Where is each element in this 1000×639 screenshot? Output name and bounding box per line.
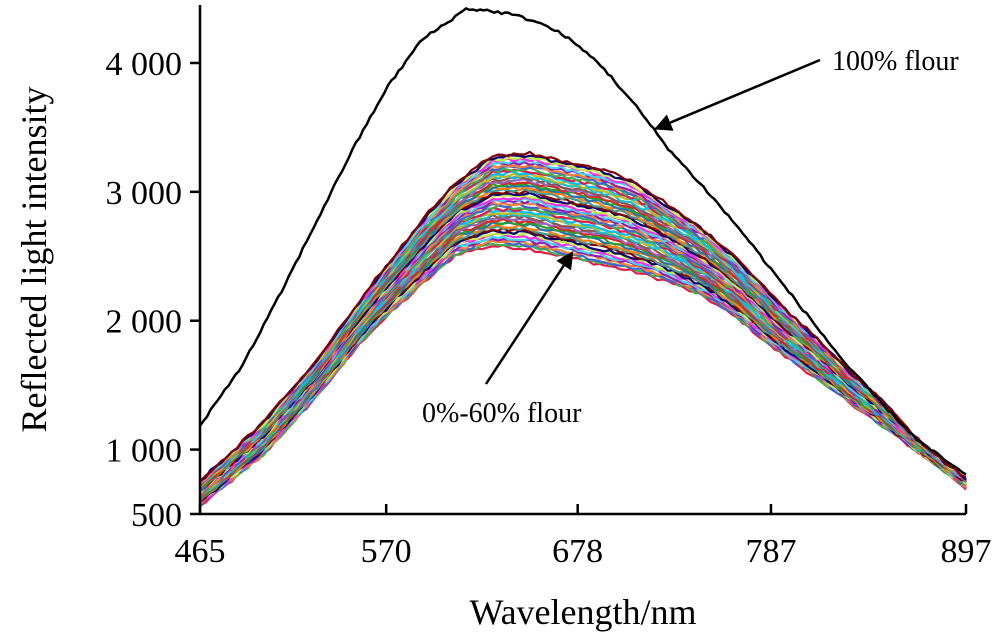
- x-tick-label: 465: [175, 533, 226, 570]
- annotation-100-percent-flour: 100% flour: [832, 46, 959, 77]
- y-axis-ticks: 500 1 000 2 000 3 000 4 000: [106, 46, 200, 534]
- x-axis-title: Wavelength/nm: [469, 592, 696, 632]
- annotation-arrow-100-percent: [654, 58, 821, 131]
- reference-spectrum-line: [198, 6, 967, 476]
- annotation-arrow-0-60-percent: [484, 250, 574, 385]
- sample-spectrum-line: [199, 219, 967, 501]
- reference-spectrum-group: [198, 6, 967, 476]
- x-tick-label: 897: [941, 533, 992, 570]
- annotation-0-60-percent-flour: 0%-60% flour: [422, 398, 582, 429]
- y-tick-label: 2 000: [106, 304, 183, 341]
- sample-spectrum-line: [199, 166, 967, 485]
- y-axis-title: Reflected light intensity: [14, 87, 54, 433]
- sample-spectrum-line: [199, 235, 967, 505]
- sample-spectrum-line: [199, 213, 967, 500]
- sample-spectra-group: [199, 150, 967, 508]
- x-axis-ticks: 465 570 678 787 897: [175, 504, 992, 570]
- y-tick-label: 500: [131, 497, 182, 534]
- annotations-group: 100% flour 0%-60% flour: [422, 46, 959, 429]
- y-tick-label: 4 000: [106, 46, 183, 83]
- x-tick-label: 787: [745, 533, 796, 570]
- sample-spectrum-line: [199, 172, 967, 488]
- x-tick-label: 570: [361, 533, 412, 570]
- sample-spectrum-line: [199, 150, 967, 483]
- x-tick-label: 678: [552, 533, 603, 570]
- sample-spectrum-line: [199, 159, 967, 482]
- y-tick-label: 1 000: [106, 433, 183, 470]
- y-tick-label: 3 000: [106, 175, 183, 212]
